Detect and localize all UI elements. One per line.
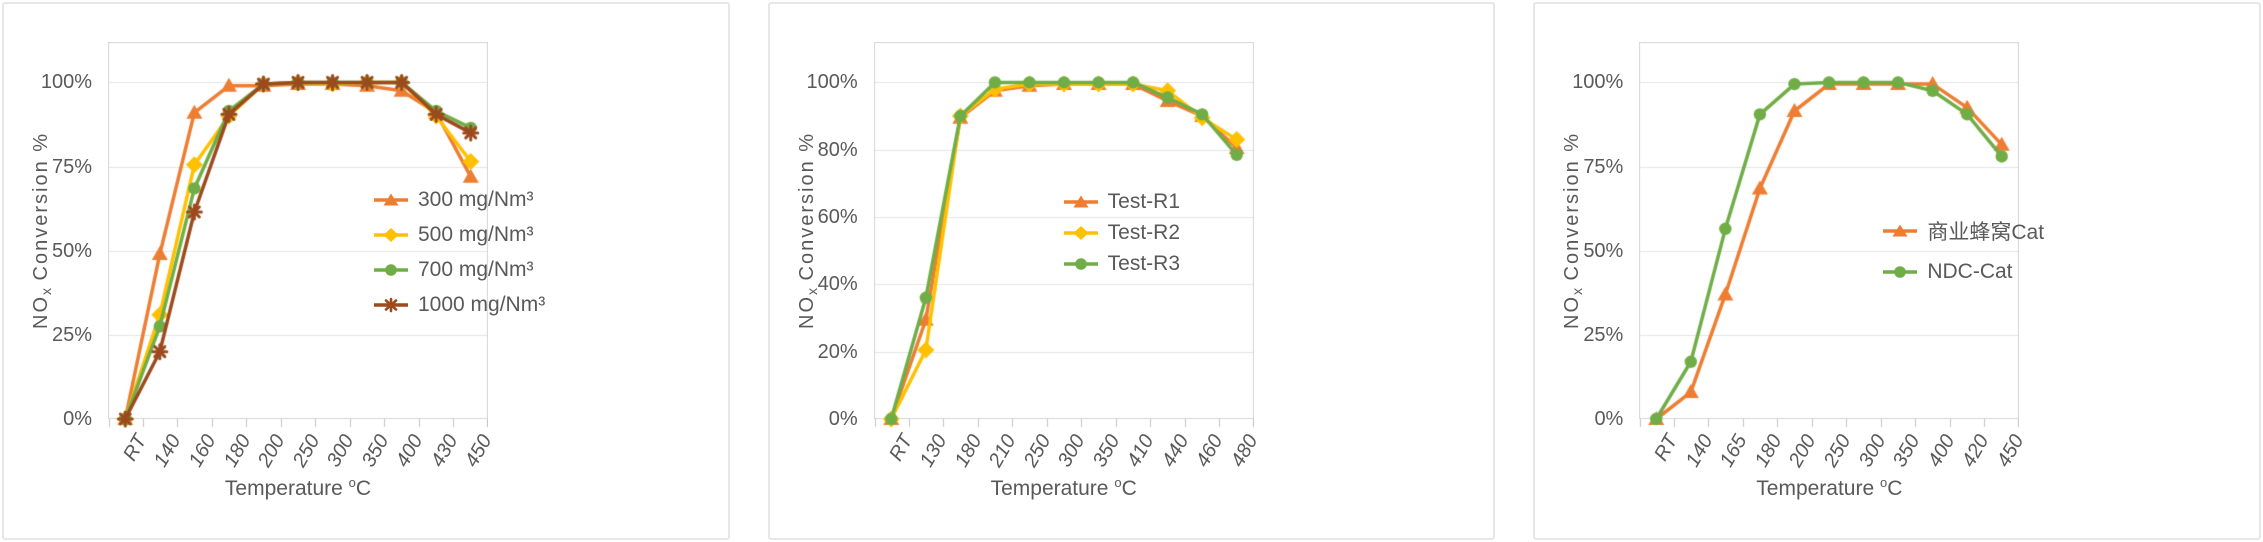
legend-marker-diamond-icon <box>1063 225 1098 240</box>
x-tick-label: RT <box>119 431 152 465</box>
x-tick-label: 140 <box>1681 431 1718 471</box>
y-tick-label: 100% <box>806 71 858 94</box>
legend-item-label: Test-R2 <box>1107 220 1181 244</box>
chart-panel-test-runs: NOx Conversion % 0% 20% 40% 60% 80% 100% RT 13… <box>767 2 1496 540</box>
legend-marker-circle-icon <box>1063 257 1098 270</box>
y-tick-label: 0% <box>828 408 858 430</box>
x-tick-label: 300 <box>322 431 359 471</box>
x-tick-label: 440 <box>1157 431 1194 471</box>
x-tick-label: 430 <box>426 431 463 471</box>
legend-marker-circle-icon <box>1883 265 1918 278</box>
x-tick-label: 140 <box>150 431 186 471</box>
y-tick-label: 50% <box>51 239 92 262</box>
legend-item: 700 mg/Nm³ <box>374 252 545 287</box>
y-tick-label: 0% <box>63 408 92 430</box>
x-tick-label: 450 <box>1992 431 2029 471</box>
legend-item: 500 mg/Nm³ <box>374 217 545 252</box>
x-tick-label: 180 <box>219 431 255 471</box>
x-tick-label: 180 <box>950 431 987 471</box>
x-tick-label: 165 <box>1716 431 1752 471</box>
y-tick-label: 0% <box>1594 408 1624 430</box>
legend-marker-diamond-icon <box>374 227 408 242</box>
y-tick-label: 40% <box>817 273 858 296</box>
x-tick-label: 250 <box>1819 431 1856 471</box>
legend-item: 300 mg/Nm³ <box>374 182 545 217</box>
x-tick-label: 460 <box>1192 431 1228 471</box>
y-axis-title: NOx Conversion % <box>30 42 54 419</box>
legend-item-label: 700 mg/Nm³ <box>418 257 534 281</box>
legend-item: NDC-Cat <box>1883 251 2044 292</box>
x-tick-label: 350 <box>357 431 394 471</box>
y-tick-label: 100% <box>1572 71 1624 94</box>
legend-item: Test-R2 <box>1063 217 1181 248</box>
legend: Test-R1 Test-R2 Test-R3 <box>1063 186 1181 279</box>
y-tick-label: 50% <box>1583 239 1624 262</box>
x-tick-label: 350 <box>1088 431 1125 471</box>
legend: 商业蜂窝Cat NDC-Cat <box>1883 210 2044 292</box>
y-tick-label: 60% <box>817 206 858 229</box>
legend-item-label: NDC-Cat <box>1927 259 2013 283</box>
legend-item: Test-R1 <box>1063 186 1181 217</box>
plot-area <box>1639 42 2020 429</box>
legend-item: Test-R3 <box>1063 248 1181 279</box>
legend-item-label: 500 mg/Nm³ <box>418 222 534 246</box>
x-tick-label: 350 <box>1888 431 1925 471</box>
legend-marker-triangle-icon <box>1883 224 1918 236</box>
legend-item-label: 300 mg/Nm³ <box>418 187 534 211</box>
x-tick-label: 250 <box>288 431 325 471</box>
legend-item-label: Test-R3 <box>1107 251 1181 275</box>
x-tick-label: 200 <box>253 431 290 471</box>
legend-item: 商业蜂窝Cat <box>1883 210 2044 251</box>
x-tick-label: 160 <box>184 431 221 471</box>
x-tick-label: 480 <box>1226 431 1263 471</box>
x-tick-label: 200 <box>1785 431 1821 471</box>
legend: 300 mg/Nm³ 500 mg/Nm³ 700 mg/Nm³ 1000 mg/N… <box>374 182 545 322</box>
x-tick-label: RT <box>1650 431 1683 465</box>
chart-panel-nox-concentration-series: NOx Conversion % 0% 25% 50% 75% 100% RT 140 16… <box>2 2 730 540</box>
legend-marker-star-icon <box>374 297 408 312</box>
x-tick-label: RT <box>884 431 917 465</box>
legend-marker-triangle-icon <box>374 193 408 205</box>
x-tick-label: 130 <box>915 431 952 471</box>
x-tick-label: 250 <box>1019 431 1056 471</box>
y-tick-label: 80% <box>817 138 858 161</box>
y-axis-title: NOx Conversion % <box>1561 42 1585 419</box>
x-tick-label: 210 <box>984 431 1021 471</box>
chart-panel-catalyst-comparison: NOx Conversion % 0% 25% 50% 75% 100% RT 140 16… <box>1533 2 2262 540</box>
x-axis-title: Temperature oC <box>224 475 372 500</box>
y-tick-label: 75% <box>51 155 92 178</box>
x-tick-label: 450 <box>461 431 497 471</box>
y-tick-label: 100% <box>40 71 92 94</box>
legend-marker-circle-icon <box>374 263 408 276</box>
y-tick-label: 25% <box>1583 323 1624 346</box>
legend-item-label: Test-R1 <box>1107 189 1181 213</box>
x-tick-label: 400 <box>1923 431 1960 471</box>
legend-item-label: 商业蜂窝Cat <box>1927 220 2045 244</box>
x-tick-label: 410 <box>1123 431 1159 471</box>
x-axis-title: Temperature oC <box>1756 475 1903 500</box>
legend-marker-triangle-icon <box>1063 195 1098 207</box>
x-axis-title: Temperature oC <box>990 475 1137 500</box>
legend-item: 1000 mg/Nm³ <box>374 287 545 322</box>
plot-area <box>873 42 1254 429</box>
x-tick-label: 420 <box>1957 431 1994 471</box>
x-tick-label: 400 <box>391 431 428 471</box>
legend-item-label: 1000 mg/Nm³ <box>418 292 546 316</box>
plot-area <box>108 42 488 429</box>
x-tick-label: 180 <box>1750 431 1787 471</box>
y-tick-label: 20% <box>817 340 858 363</box>
y-tick-label: 75% <box>1583 155 1624 178</box>
y-tick-label: 25% <box>51 323 92 346</box>
x-tick-label: 300 <box>1854 431 1890 471</box>
x-tick-label: 300 <box>1053 431 1090 471</box>
